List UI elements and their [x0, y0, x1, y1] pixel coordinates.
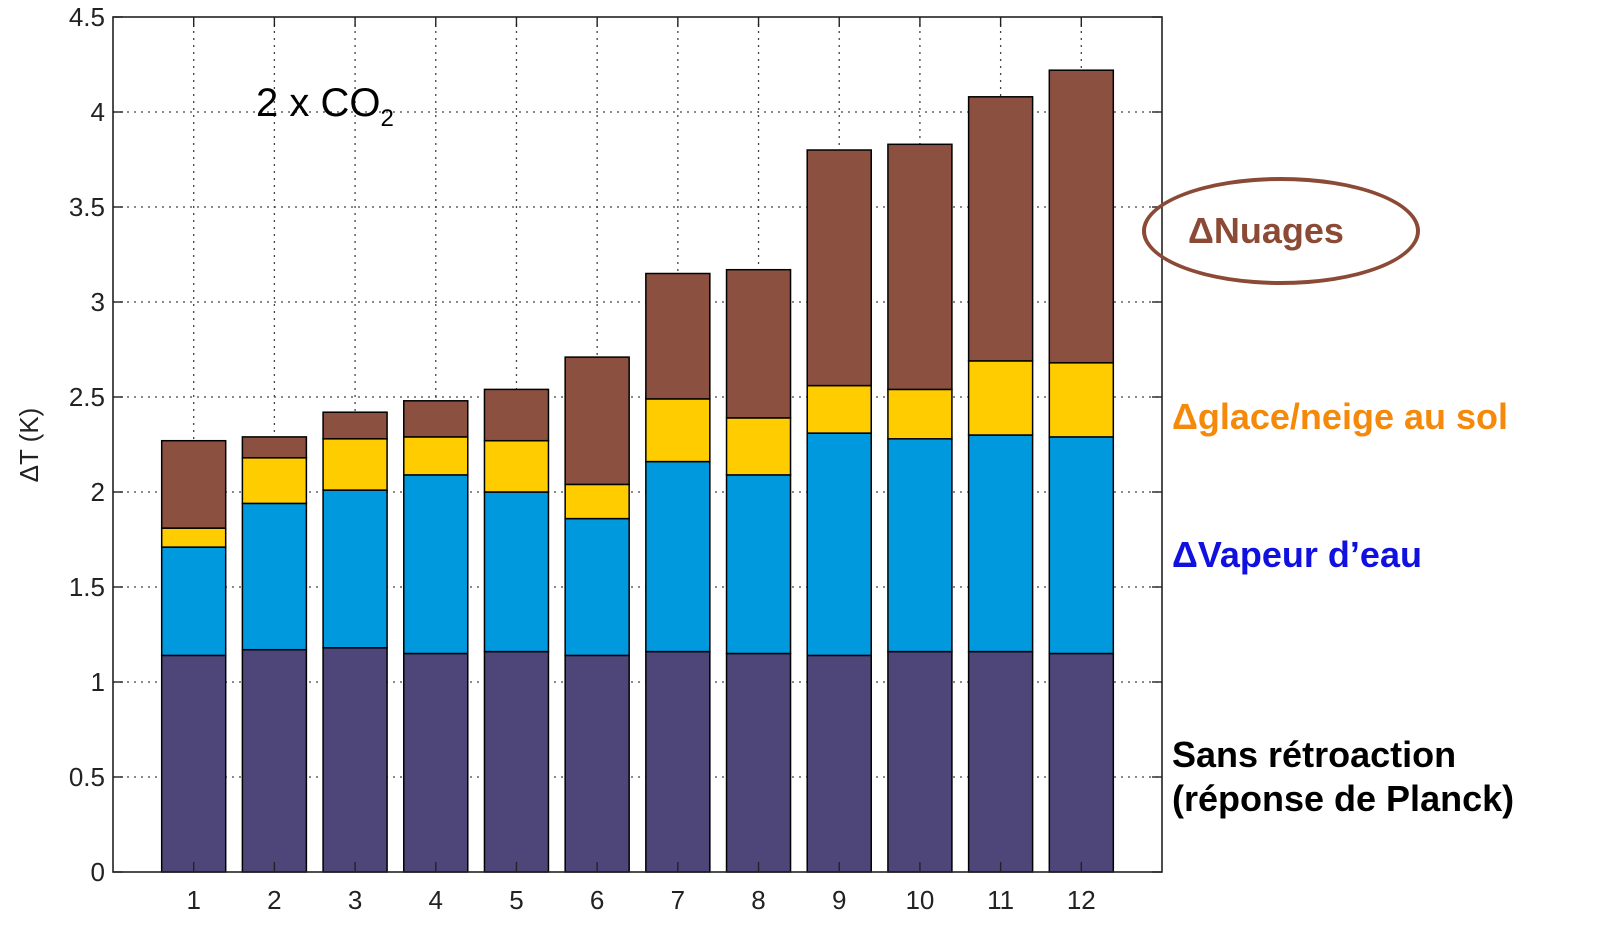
y-tick-label: 3.5	[69, 192, 105, 222]
y-tick-label: 1.5	[69, 572, 105, 602]
bar-glace-2	[241, 457, 308, 505]
legend-label-planck-line2: (réponse de Planck)	[1172, 778, 1515, 819]
legend-label-vapeur: ΔVapeur d’eau	[1172, 534, 1422, 575]
bar-vapeur-5	[483, 491, 550, 653]
tick-labels: 00.511.522.533.544.51 2 3 4 5 6 7 8 9 10 11 12	[69, 2, 1096, 915]
bar-vapeur-3	[322, 489, 388, 649]
bar-glace-8	[725, 417, 792, 476]
bar-planck-8	[725, 652, 792, 873]
bar-glace-4	[403, 436, 469, 476]
bar-nuages-1	[160, 439, 227, 529]
y-tick-label: 2.5	[69, 382, 105, 412]
bar-glace-1	[160, 527, 227, 548]
x-tick-label: 4	[429, 885, 443, 915]
bar-glace-11	[967, 360, 1034, 436]
bar-planck-9	[806, 654, 872, 873]
bar-vapeur-10	[887, 438, 953, 653]
bar-glace-12	[1048, 362, 1115, 438]
x-tick-label: 3	[348, 885, 362, 915]
bar-vapeur-9	[806, 432, 872, 657]
bar-nuages-4	[403, 400, 469, 438]
y-axis-label: ΔT (K)	[14, 408, 44, 483]
bar-nuages-7	[645, 272, 711, 400]
plot-frame	[112, 16, 1163, 873]
y-tick-label: 2	[91, 477, 105, 507]
bar-planck-12	[1048, 652, 1115, 873]
y-tick-label: 0	[91, 857, 105, 887]
bar-vapeur-7	[645, 460, 711, 653]
x-tick-label: 5	[509, 885, 523, 915]
x-tick-label: 11	[987, 885, 1014, 915]
annotation-subscript: 2	[380, 105, 393, 132]
bar-vapeur-1	[160, 546, 227, 657]
bar-glace-7	[645, 398, 711, 463]
bar-glace-3	[322, 438, 388, 491]
bar-planck-3	[322, 647, 388, 873]
annotation-2xco2: 2 x CO2	[256, 81, 394, 132]
annotation-main: 2 x CO	[256, 81, 380, 125]
bar-vapeur-12	[1048, 436, 1115, 655]
y-tick-label: 4.5	[69, 2, 105, 32]
bar-nuages-2	[241, 436, 308, 459]
x-tick-label: 10	[905, 885, 934, 915]
bar-nuages-8	[725, 268, 792, 419]
bar-planck-10	[887, 650, 953, 873]
y-tick-label: 0.5	[69, 762, 105, 792]
legend-label-glace: Δglace/neige au sol	[1172, 396, 1508, 437]
bar-planck-7	[645, 650, 711, 873]
bar-vapeur-6	[564, 517, 630, 657]
bar-planck-2	[241, 648, 308, 873]
bar-nuages-12	[1048, 69, 1115, 364]
axes	[112, 16, 1163, 873]
x-tick-label: 1	[186, 885, 200, 915]
bar-nuages-11	[967, 96, 1034, 362]
bar-glace-10	[887, 388, 953, 440]
x-tick-label: 12	[1067, 885, 1096, 915]
x-tick-label: 8	[751, 885, 765, 915]
bar-vapeur-4	[403, 474, 469, 655]
bar-planck-5	[483, 650, 550, 873]
bar-planck-11	[967, 650, 1034, 873]
y-tick-label: 4	[91, 97, 105, 127]
legend-label-planck: Sans rétroaction (réponse de Planck)	[1172, 733, 1514, 821]
bar-glace-6	[564, 483, 630, 520]
bar-glace-5	[483, 439, 550, 493]
legend-label-planck-line1: Sans rétroaction	[1172, 734, 1457, 775]
bar-stacks	[160, 69, 1115, 873]
bar-vapeur-2	[241, 502, 308, 651]
bar-planck-6	[564, 654, 630, 873]
bar-nuages-3	[322, 411, 388, 440]
bar-vapeur-8	[725, 474, 792, 655]
bar-nuages-10	[887, 143, 953, 391]
y-tick-label: 3	[91, 287, 105, 317]
bar-glace-9	[806, 384, 872, 434]
y-tick-label: 1	[91, 667, 105, 697]
x-tick-label: 6	[590, 885, 604, 915]
bar-planck-4	[403, 652, 469, 873]
bar-nuages-9	[806, 149, 872, 387]
legend-label-nuages: ΔNuages	[1188, 210, 1344, 251]
bar-vapeur-11	[967, 434, 1034, 653]
x-tick-label: 2	[267, 885, 281, 915]
x-tick-label: 9	[832, 885, 846, 915]
bar-nuages-5	[483, 388, 550, 442]
bar-nuages-6	[564, 356, 630, 486]
nuages-highlight-ellipse	[1142, 177, 1420, 285]
bar-planck-1	[160, 654, 227, 873]
x-tick-label: 7	[671, 885, 685, 915]
